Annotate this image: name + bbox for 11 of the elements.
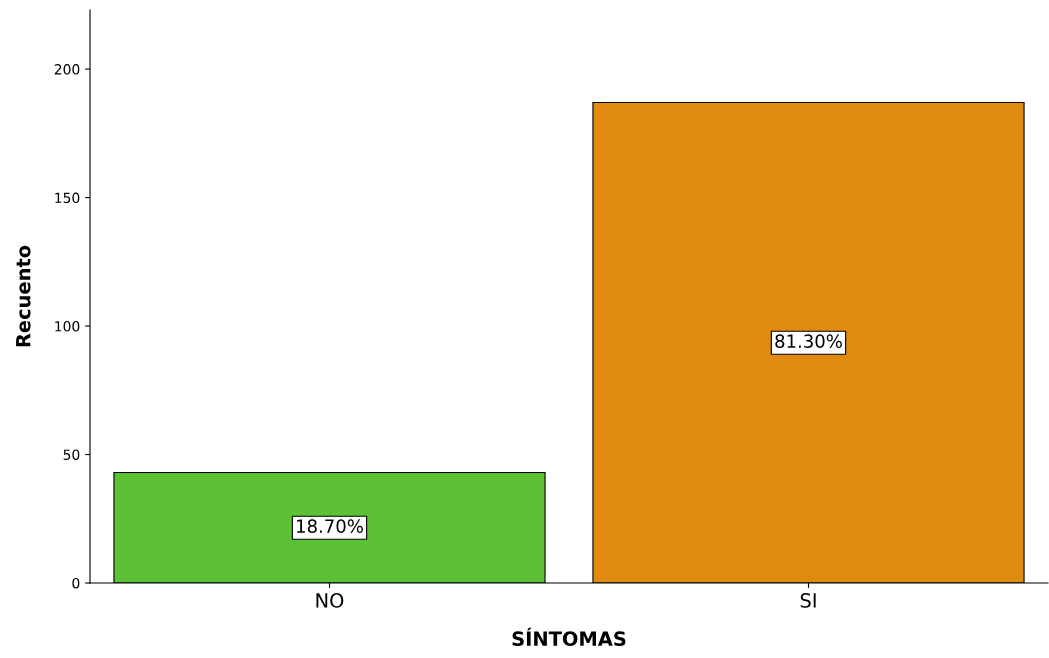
x-tick-label: NO [316,593,344,608]
x-axis-title: SÍNTOMAS [512,627,626,647]
y-tick-label: 150 [55,192,80,204]
y-tick-label: 50 [63,449,80,460]
y-tick-label: 200 [54,64,80,75]
annotation: 18.70% [297,519,363,533]
y-axis-title: Recuento [16,245,31,347]
y-tick-label: 100 [55,321,80,332]
y-tick-label: 0 [72,577,80,589]
annotation: 81.30% [775,334,842,348]
x-tick-label: SI [800,593,816,608]
